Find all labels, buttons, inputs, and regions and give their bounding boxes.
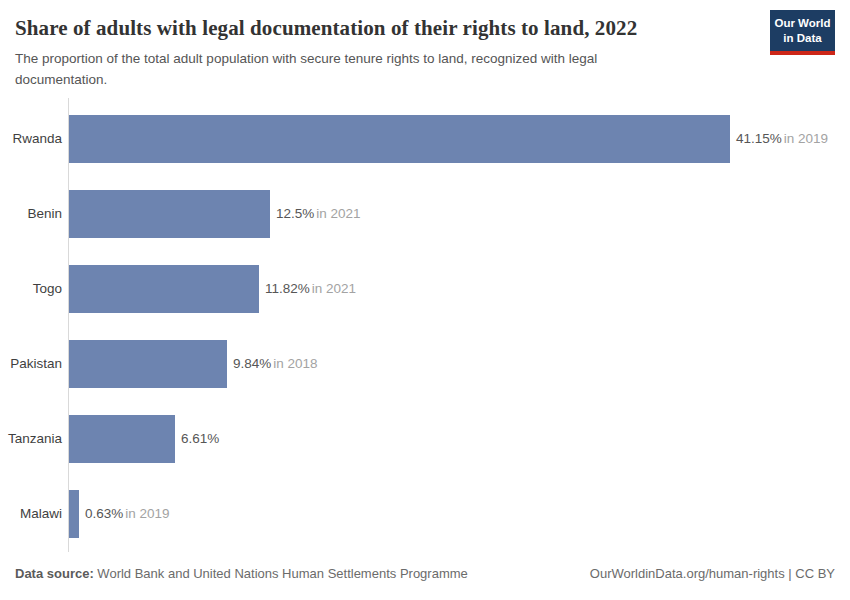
bar-row: Rwanda 41.15%in 2019 [0, 115, 850, 163]
bar-row: Tanzania 6.61% [0, 415, 850, 463]
value-year-note: in 2018 [273, 356, 317, 371]
value-number: 11.82% [265, 281, 310, 296]
value-year-note: in 2019 [784, 131, 828, 146]
country-label: Benin [0, 190, 62, 238]
data-source-text: World Bank and United Nations Human Sett… [94, 566, 468, 581]
country-label: Rwanda [0, 115, 62, 163]
value-number: 9.84% [233, 356, 271, 371]
bar-pakistan[interactable] [69, 340, 227, 388]
value-number: 0.63% [85, 506, 123, 521]
bar-togo[interactable] [69, 265, 259, 313]
attribution-link[interactable]: OurWorldinData.org/human-rights | CC BY [590, 566, 835, 581]
bar-row: Benin 12.5%in 2021 [0, 190, 850, 238]
value-label: 9.84%in 2018 [233, 340, 318, 388]
value-year-note: in 2021 [312, 281, 356, 296]
value-number: 41.15% [736, 131, 782, 146]
data-source-label: Data source: [15, 566, 94, 581]
value-number: 12.5% [276, 206, 314, 221]
country-label: Malawi [0, 490, 62, 538]
data-source: Data source: World Bank and United Natio… [15, 566, 468, 581]
bar-row: Pakistan 9.84%in 2018 [0, 340, 850, 388]
bar-tanzania[interactable] [69, 415, 175, 463]
bar-chart: Rwanda41.15%in 2019Benin12.5%in 2021Togo… [0, 0, 850, 600]
value-label: 0.63%in 2019 [85, 490, 170, 538]
country-label: Tanzania [0, 415, 62, 463]
value-label: 11.82%in 2021 [265, 265, 356, 313]
value-year-note: in 2019 [125, 506, 169, 521]
country-label: Togo [0, 265, 62, 313]
value-number: 6.61% [181, 431, 219, 446]
bar-row: Malawi 0.63%in 2019 [0, 490, 850, 538]
value-label: 6.61% [181, 415, 219, 463]
country-label: Pakistan [0, 340, 62, 388]
value-label: 41.15%in 2019 [736, 115, 828, 163]
bar-rwanda[interactable] [69, 115, 730, 163]
bar-malawi[interactable] [69, 490, 79, 538]
chart-frame: Share of adults with legal documentation… [0, 0, 850, 600]
bar-benin[interactable] [69, 190, 270, 238]
bar-row: Togo 11.82%in 2021 [0, 265, 850, 313]
chart-footer: Data source: World Bank and United Natio… [15, 566, 835, 581]
value-year-note: in 2021 [316, 206, 360, 221]
y-axis-line [68, 98, 69, 552]
value-label: 12.5%in 2021 [276, 190, 361, 238]
